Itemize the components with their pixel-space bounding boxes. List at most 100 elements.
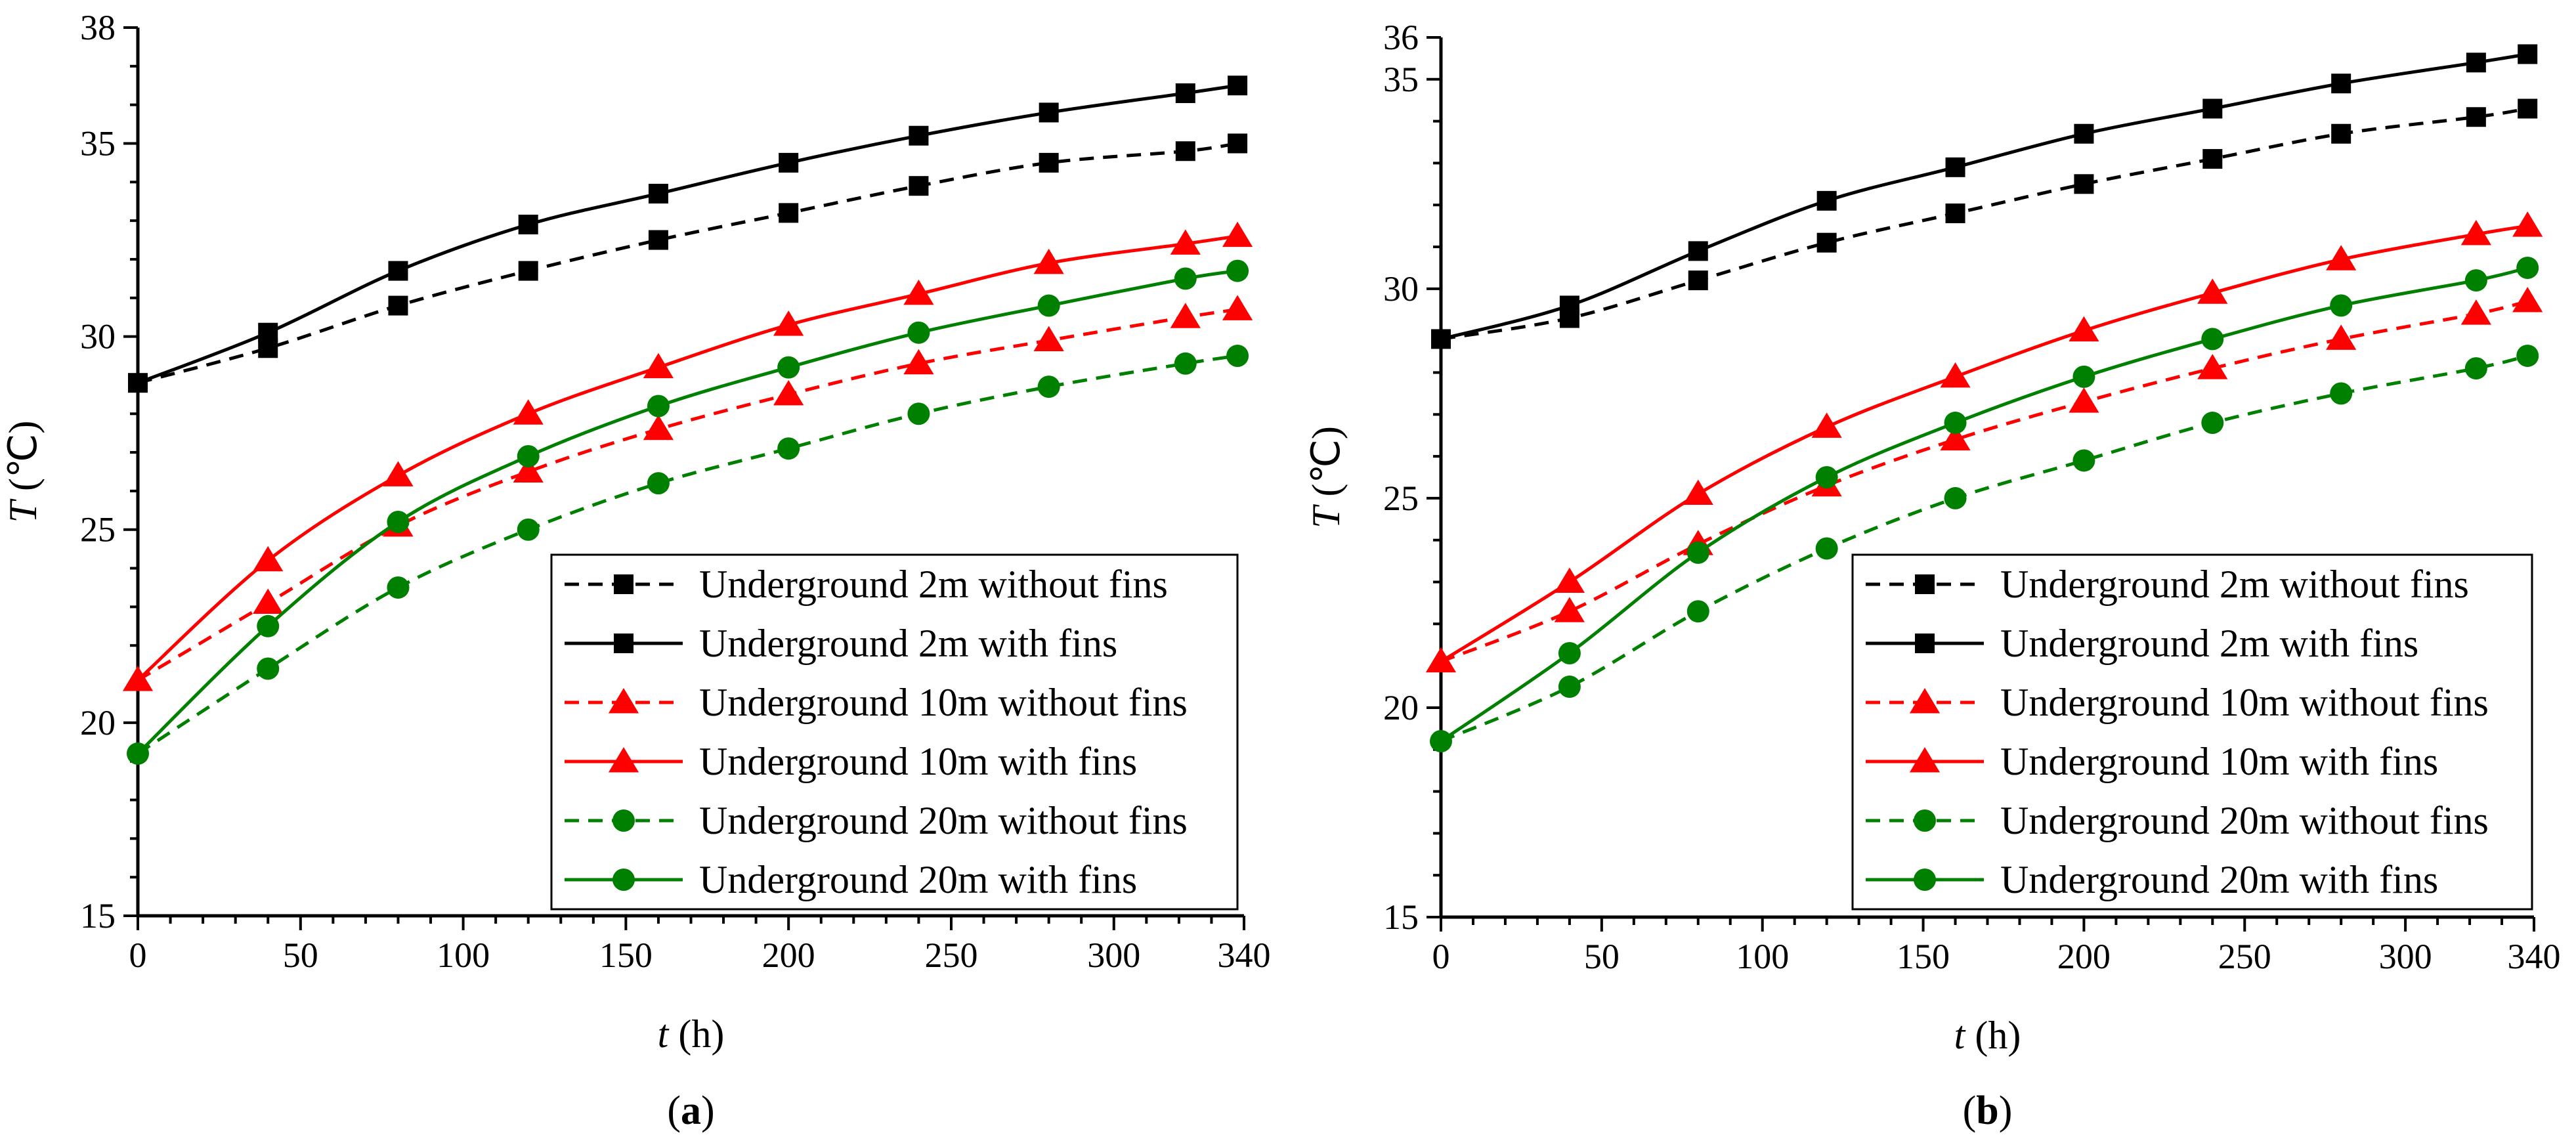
data-point [1945, 157, 1965, 177]
y-tick-label: 35 [1383, 60, 1419, 99]
data-point [1033, 326, 1064, 351]
data-point [518, 215, 538, 235]
data-point [773, 310, 804, 336]
data-point [387, 576, 410, 599]
series-line [137, 83, 1238, 385]
y-axis-var: T [1304, 504, 1348, 528]
panel-label-letter: b [1976, 1088, 1998, 1133]
data-point [1175, 83, 1195, 104]
data-point [1175, 141, 1195, 161]
legend-label: Underground 20m without fins [699, 799, 1188, 842]
y-axis-title: T (℃) [1304, 426, 1348, 528]
data-point [1683, 479, 1713, 505]
x-tick-label: 200 [762, 935, 815, 975]
x-tick-label: 150 [1897, 937, 1950, 976]
legend-swatch-marker [608, 688, 639, 714]
data-point [1228, 75, 1248, 96]
data-point [517, 444, 540, 467]
y-axis-var: T [1, 498, 45, 523]
x-tick-label: 50 [283, 935, 318, 975]
x-axis-unit: (h) [668, 1012, 724, 1056]
legend: Underground 2m without fins Underground 2… [550, 553, 1239, 911]
data-point [513, 457, 544, 483]
data-point [2326, 324, 2357, 350]
x-tick-label: 300 [1087, 935, 1140, 975]
data-point [2069, 387, 2099, 413]
legend-item: Underground 2m without fins [565, 563, 1168, 606]
data-point [388, 261, 408, 281]
y-axis-title: T (℃) [1, 421, 45, 523]
series-line [137, 269, 1238, 755]
data-point [909, 176, 929, 196]
legend-item: Underground 10m with fins [565, 740, 1137, 783]
data-point [1033, 248, 1064, 274]
panel-label-open: ( [1963, 1088, 1977, 1133]
series-4 [1440, 211, 2543, 663]
legend-swatch-marker [1915, 574, 1935, 594]
y-tick-label: 15 [1383, 897, 1419, 937]
data-point [1174, 267, 1197, 290]
data-point [1039, 152, 1059, 173]
legend: Underground 2m without fins Underground 2… [1851, 553, 2533, 911]
y-tick-label: 38 [80, 8, 116, 47]
series-2 [1440, 44, 2538, 341]
data-point [1558, 642, 1581, 664]
data-point [1558, 676, 1581, 698]
y-axis-unit: (℃) [1304, 426, 1348, 506]
data-point [2330, 382, 2353, 405]
data-point [517, 518, 540, 541]
legend-swatch-marker [612, 869, 635, 891]
data-point [2069, 316, 2099, 342]
data-point [2518, 44, 2538, 64]
legend-swatch-marker [614, 574, 633, 594]
data-point [1688, 270, 1708, 291]
data-point [903, 279, 934, 305]
legend-label: Underground 10m with fins [699, 740, 1137, 783]
legend-item: Underground 20m without fins [1866, 799, 2489, 842]
data-point [907, 321, 930, 344]
x-tick-label: 340 [2508, 937, 2561, 976]
data-point [513, 399, 544, 425]
y-tick-label: 35 [80, 123, 116, 163]
x-tick-label: 250 [924, 935, 977, 975]
data-point [1554, 567, 1585, 593]
data-point [643, 414, 674, 441]
data-point [1039, 102, 1059, 123]
data-point [773, 379, 804, 406]
panel-label-letter: a [681, 1088, 701, 1133]
data-point [2460, 299, 2491, 325]
data-point [2072, 449, 2095, 472]
legend-box [1851, 553, 2533, 911]
x-tick-label: 200 [2057, 937, 2111, 976]
data-point [2326, 245, 2357, 270]
data-point [1554, 597, 1585, 622]
legend-label: Underground 10m without fins [699, 681, 1188, 724]
data-point [1037, 376, 1060, 398]
x-tick-label: 250 [2218, 937, 2271, 976]
data-point [2330, 294, 2353, 317]
legend-item: Underground 2m with fins [565, 622, 1117, 665]
data-point [1815, 537, 1838, 560]
data-point [1816, 190, 1837, 211]
series-4 [137, 221, 1253, 681]
data-point [2201, 328, 2224, 351]
data-point [1170, 303, 1201, 328]
y-tick-label: 20 [1383, 688, 1419, 727]
panel-label-close: ) [701, 1088, 715, 1133]
data-point [1226, 345, 1249, 368]
data-point [2516, 344, 2539, 367]
data-point [907, 402, 930, 425]
data-point [2460, 219, 2491, 246]
data-point [2074, 123, 2094, 144]
y-tick-label: 30 [1383, 269, 1419, 309]
data-point [2197, 354, 2228, 379]
data-point [779, 152, 799, 173]
data-point [253, 588, 284, 614]
data-point [257, 657, 280, 680]
data-point [2202, 98, 2223, 119]
data-point [777, 356, 800, 379]
data-point [1811, 412, 1842, 438]
data-point [2201, 412, 2224, 435]
series-line [137, 142, 1238, 385]
